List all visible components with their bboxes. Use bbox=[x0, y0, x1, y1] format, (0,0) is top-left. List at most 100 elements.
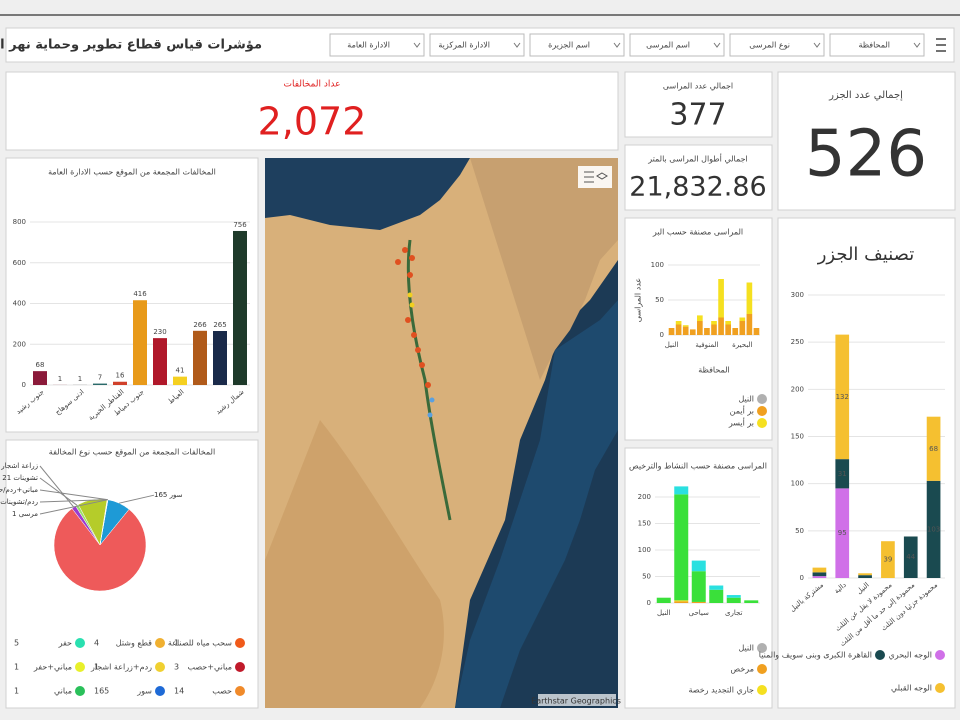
legend-swatch bbox=[757, 643, 767, 653]
legend-swatch bbox=[155, 686, 165, 696]
bar-segment bbox=[709, 589, 724, 603]
legend-swatch bbox=[757, 394, 767, 404]
dropdown-label: المحافظة bbox=[858, 41, 890, 50]
bar-segment bbox=[739, 317, 746, 321]
islands-count-panel bbox=[777, 71, 956, 211]
callout-name: تشوينات bbox=[13, 474, 38, 482]
filter-dropdown[interactable]: اسم المرسى bbox=[629, 33, 725, 57]
kpi-value: 526 bbox=[805, 118, 927, 192]
legend-label: القاهرة الكبرى وبنى سويف والمنيا bbox=[759, 651, 872, 660]
y-tick-label: 150 bbox=[638, 520, 651, 528]
x-tick-label: سياحى bbox=[689, 609, 709, 617]
kpi-label: إجمالي عدد الجزر bbox=[828, 90, 903, 101]
legend-swatch bbox=[235, 662, 245, 672]
bar bbox=[113, 381, 127, 385]
callout-label: مباني+ردم/حصب 3 bbox=[0, 486, 38, 494]
dropdown-box bbox=[529, 33, 625, 57]
legend-swatch bbox=[757, 685, 767, 695]
bar-segment bbox=[704, 328, 710, 335]
dropdown-box bbox=[829, 33, 925, 57]
legend-value: 165 bbox=[94, 687, 109, 696]
legend-label: مباني+حفر bbox=[33, 663, 72, 672]
bar-segment bbox=[726, 597, 741, 603]
kpi-value: 377 bbox=[669, 98, 726, 133]
filter-dropdown[interactable]: الادارة العامة bbox=[329, 33, 425, 57]
bar bbox=[213, 331, 227, 385]
bar-segment bbox=[812, 572, 827, 577]
callout-value: 165 bbox=[154, 491, 167, 499]
y-tick-label: 600 bbox=[13, 259, 26, 267]
bar-segment bbox=[835, 334, 850, 460]
bar-segment bbox=[812, 576, 827, 578]
legend-swatch bbox=[757, 664, 767, 674]
callout-name: مرسى bbox=[19, 510, 39, 518]
y-tick-label: 800 bbox=[13, 218, 26, 226]
data-label: 266 bbox=[193, 321, 207, 329]
bar-segment bbox=[881, 541, 895, 578]
legend-label: سحب مياه للصناعة bbox=[168, 639, 232, 648]
bar-segment bbox=[725, 324, 731, 335]
legend-value: 1 bbox=[174, 639, 179, 648]
y-tick-label: 200 bbox=[13, 340, 26, 348]
y-axis-title: عدد المراسى bbox=[634, 278, 643, 322]
y-tick-label: 300 bbox=[791, 291, 804, 299]
bar bbox=[193, 330, 207, 385]
marinas-count-panel bbox=[624, 71, 773, 138]
legend-label: حفر bbox=[58, 639, 72, 648]
y-tick-label: 200 bbox=[638, 493, 651, 501]
bar-segment bbox=[668, 328, 675, 335]
menu-icon[interactable] bbox=[936, 38, 946, 52]
data-label: 1 bbox=[58, 375, 62, 383]
kpi-value: 2,072 bbox=[258, 100, 367, 144]
chart-title: المخالفات المجمعة من الموقع حسب الادارة … bbox=[48, 168, 216, 177]
dropdown-box bbox=[729, 33, 825, 57]
legend-value: 1 bbox=[94, 663, 99, 672]
y-tick-label: 0 bbox=[22, 381, 26, 389]
filter-dropdown[interactable]: المحافظة bbox=[829, 33, 925, 57]
callout-name: مباني+ردم/حصب bbox=[0, 486, 38, 494]
y-tick-label: 150 bbox=[791, 433, 804, 441]
legend-label: الوجه البحري bbox=[889, 651, 932, 660]
bar-segment bbox=[691, 560, 706, 572]
dropdown-chevron bbox=[613, 42, 621, 48]
legend-swatch bbox=[75, 638, 85, 648]
bar-segment bbox=[744, 600, 759, 603]
dropdown-box bbox=[429, 33, 525, 57]
filter-dropdown[interactable]: اسم الجزيرة bbox=[529, 33, 625, 57]
dropdown-label: الادارة العامة bbox=[347, 41, 390, 50]
callout-line bbox=[39, 499, 109, 515]
map-attribution: Earthstar Geographics bbox=[531, 697, 621, 706]
y-tick-label: 400 bbox=[13, 300, 26, 308]
data-label: 756 bbox=[233, 221, 247, 229]
data-label: 16 bbox=[116, 372, 125, 380]
callout-line bbox=[119, 494, 155, 504]
dashboard-title: مؤشرات قياس قطاع تطوير وحماية نهر النيل … bbox=[0, 38, 262, 53]
data-label: 265 bbox=[213, 321, 226, 329]
data-label: 39 bbox=[883, 556, 892, 564]
bar-segment bbox=[746, 282, 753, 314]
filter-dropdown[interactable]: نوع المرسى bbox=[729, 33, 825, 57]
bar-segment bbox=[753, 328, 760, 335]
legend-swatch bbox=[75, 662, 85, 672]
bar-segment bbox=[858, 575, 872, 578]
map[interactable]: Earthstar Geographics bbox=[265, 158, 621, 708]
marinas-length-panel bbox=[624, 144, 773, 211]
dropdown-box bbox=[629, 33, 725, 57]
legend-value: 1 bbox=[14, 687, 19, 696]
bar-segment bbox=[835, 459, 850, 489]
callout-label: ردم/تشوينات 2 bbox=[0, 498, 38, 506]
kpi-label: اجمالي أطوال المراسى بالمتر bbox=[647, 154, 748, 164]
y-tick-label: 0 bbox=[800, 574, 804, 582]
legend-swatch bbox=[235, 638, 245, 648]
legend-label: بر أيمن bbox=[730, 406, 754, 416]
y-tick-label: 0 bbox=[660, 331, 664, 339]
x-tick-label: النيل bbox=[657, 609, 671, 617]
bar-segment bbox=[746, 314, 753, 335]
bar-segment bbox=[674, 486, 689, 495]
legend-swatch bbox=[757, 406, 767, 416]
filter-dropdown[interactable]: الادارة المركزية bbox=[429, 33, 525, 57]
callout-label: زراعة اشجار 31 bbox=[0, 462, 38, 470]
legend-swatch bbox=[75, 686, 85, 696]
